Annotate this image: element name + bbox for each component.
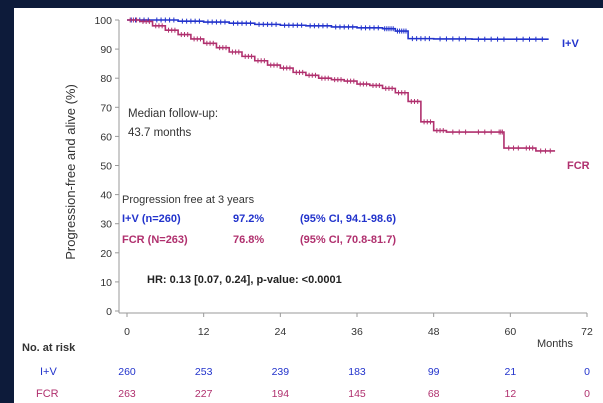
end-label-fcr: FCR — [567, 160, 590, 172]
y-tick-label: 0 — [106, 306, 112, 318]
y-tick-label: 40 — [100, 190, 112, 202]
x-axis-label: Months — [537, 338, 574, 350]
risk-value: 194 — [272, 388, 290, 400]
y-tick-label: 10 — [100, 277, 112, 289]
x-tick-label: 24 — [274, 326, 286, 338]
risk-row-label-fcr: FCR — [36, 388, 59, 400]
risk-table-title: No. at risk — [22, 342, 76, 354]
pfs-arm-iv: I+V (n=260) — [122, 213, 181, 225]
risk-value: 99 — [428, 366, 440, 378]
risk-value: 260 — [118, 366, 136, 378]
risk-value: 12 — [504, 388, 516, 400]
risk-value: 21 — [504, 366, 516, 378]
y-tick-label: 50 — [100, 161, 112, 173]
chart-panel — [14, 8, 603, 403]
y-tick-label: 70 — [100, 102, 112, 114]
pfs-ci-iv: (95% CI, 94.1-98.6) — [300, 213, 396, 225]
risk-value: 227 — [195, 388, 213, 400]
y-axis-label: Progression-free and alive (%) — [63, 84, 78, 260]
x-tick-label: 36 — [351, 326, 363, 338]
end-label-iv: I+V — [562, 38, 579, 50]
follow-up-line-2: 43.7 months — [128, 127, 192, 139]
y-tick-label: 20 — [100, 248, 112, 260]
risk-value: 145 — [348, 388, 366, 400]
risk-value: 0 — [584, 388, 590, 400]
curves — [127, 17, 556, 154]
y-tick-label: 80 — [100, 73, 112, 85]
km-curve-fcr — [127, 19, 556, 152]
follow-up-line-1: Median follow-up: — [128, 108, 218, 120]
risk-value: 183 — [348, 366, 366, 378]
risk-value: 0 — [584, 366, 590, 378]
hazard-ratio: HR: 0.13 [0.07, 0.24], p-value: <0.0001 — [147, 274, 342, 286]
x-tick-label: 0 — [124, 326, 130, 338]
pfs-arm-fcr: FCR (N=263) — [122, 234, 188, 246]
risk-value: 253 — [195, 366, 213, 378]
pfs-title: Progression free at 3 years — [122, 194, 255, 206]
risk-table-values: 260 253 239 183 99 21 0 263 227 194 145 68 12 0 — [118, 366, 590, 400]
y-tick-label: 90 — [100, 44, 112, 56]
risk-value: 263 — [118, 388, 136, 400]
y-tick-label: 100 — [94, 15, 112, 27]
y-tick-label: 60 — [100, 131, 112, 143]
axes: 0 10 20 30 40 50 60 70 80 90 100 0 12 24 36 48 60 72 — [94, 15, 593, 338]
y-tick-label: 30 — [100, 219, 112, 231]
x-tick-label: 12 — [198, 326, 210, 338]
x-tick-label: 48 — [428, 326, 440, 338]
pfs-rate-iv: 97.2% — [233, 213, 264, 225]
x-tick-label: 72 — [581, 326, 593, 338]
risk-row-label-iv: I+V — [40, 366, 57, 378]
x-tick-label: 60 — [504, 326, 516, 338]
risk-value: 68 — [428, 388, 440, 400]
pfs-rate-fcr: 76.8% — [233, 234, 264, 246]
pfs-ci-fcr: (95% CI, 70.8-81.7) — [300, 234, 396, 246]
km-curve-iv — [127, 19, 549, 41]
risk-value: 239 — [272, 366, 290, 378]
